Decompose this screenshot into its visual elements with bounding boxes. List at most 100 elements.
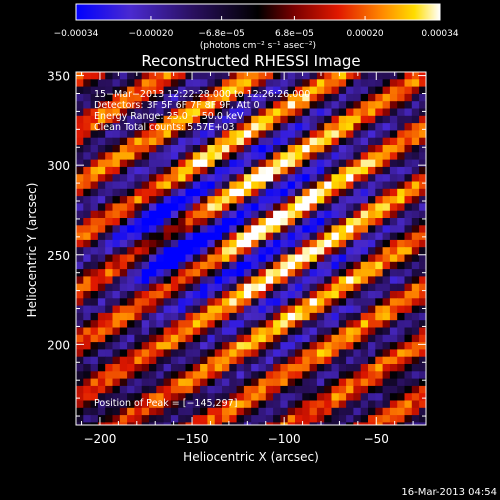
image-pixel xyxy=(149,210,157,219)
image-pixel xyxy=(207,276,216,285)
image-pixel xyxy=(185,269,194,277)
image-pixel xyxy=(127,327,135,336)
image-pixel xyxy=(419,349,426,358)
image-pixel xyxy=(273,108,281,117)
image-pixel xyxy=(309,239,318,248)
image-pixel xyxy=(251,79,260,88)
image-pixel xyxy=(346,349,354,358)
image-pixel xyxy=(229,400,238,409)
image-pixel xyxy=(265,276,274,285)
image-pixel xyxy=(97,225,106,234)
image-pixel xyxy=(382,320,391,329)
image-pixel xyxy=(134,239,143,248)
image-pixel xyxy=(309,422,318,425)
image-pixel xyxy=(170,283,179,292)
image-pixel xyxy=(76,174,84,183)
image-pixel xyxy=(178,137,187,146)
image-pixel xyxy=(324,254,333,263)
image-pixel xyxy=(265,261,274,270)
image-pixel xyxy=(389,159,398,168)
image-pixel xyxy=(229,123,238,131)
image-pixel xyxy=(389,283,398,292)
image-pixel xyxy=(127,101,135,110)
image-pixel xyxy=(163,79,172,88)
image-pixel xyxy=(368,123,376,131)
image-pixel xyxy=(127,378,135,387)
image-pixel xyxy=(185,101,194,110)
image-pixel xyxy=(419,210,426,219)
image-pixel xyxy=(170,385,179,394)
image-pixel xyxy=(83,145,92,153)
image-pixel xyxy=(229,254,238,263)
image-pixel xyxy=(353,407,362,416)
image-pixel xyxy=(295,218,303,226)
image-pixel xyxy=(149,291,157,299)
image-pixel xyxy=(368,320,376,329)
image-pixel xyxy=(389,101,398,110)
image-pixel xyxy=(324,327,333,336)
image-pixel xyxy=(287,254,296,263)
image-pixel xyxy=(76,261,84,270)
image-pixel xyxy=(375,276,384,285)
image-pixel xyxy=(397,203,406,212)
image-pixel xyxy=(134,378,143,387)
image-pixel xyxy=(222,261,230,270)
image-pixel xyxy=(97,305,106,314)
image-pixel xyxy=(83,232,92,241)
image-pixel xyxy=(389,356,398,365)
image-pixel xyxy=(265,210,274,219)
image-pixel xyxy=(185,145,194,153)
image-pixel xyxy=(76,196,84,204)
image-pixel xyxy=(141,196,150,204)
image-pixel xyxy=(222,210,230,219)
image-pixel xyxy=(295,108,303,117)
image-pixel xyxy=(324,261,333,270)
image-pixel xyxy=(258,312,267,321)
y-tick-label: 250 xyxy=(47,249,70,263)
image-pixel xyxy=(192,72,201,80)
image-pixel xyxy=(280,400,289,409)
image-pixel xyxy=(141,400,150,409)
image-pixel xyxy=(331,342,340,350)
image-pixel xyxy=(185,93,194,102)
image-pixel xyxy=(178,291,187,299)
image-pixel xyxy=(389,210,398,219)
image-pixel xyxy=(105,152,114,161)
image-pixel xyxy=(76,203,84,212)
image-pixel xyxy=(185,108,194,117)
image-pixel xyxy=(192,298,201,307)
image-pixel xyxy=(382,225,391,234)
image-pixel xyxy=(411,145,420,153)
image-pixel xyxy=(273,371,281,380)
image-pixel xyxy=(404,283,413,292)
image-pixel xyxy=(360,130,369,139)
image-pixel xyxy=(331,247,340,256)
image-pixel xyxy=(214,86,223,95)
image-pixel xyxy=(316,232,325,241)
image-pixel xyxy=(156,291,165,299)
image-pixel xyxy=(119,174,128,183)
image-pixel xyxy=(404,400,413,409)
image-pixel xyxy=(375,115,384,124)
image-pixel xyxy=(280,334,289,343)
image-pixel xyxy=(368,210,376,219)
image-pixel xyxy=(338,108,347,117)
image-pixel xyxy=(389,166,398,175)
image-pixel xyxy=(222,305,230,314)
image-pixel xyxy=(112,188,121,197)
image-pixel xyxy=(200,181,208,190)
image-pixel xyxy=(229,349,238,358)
image-pixel xyxy=(411,101,420,110)
image-pixel xyxy=(119,247,128,256)
image-pixel xyxy=(302,327,311,336)
image-pixel xyxy=(397,298,406,307)
image-pixel xyxy=(280,320,289,329)
image-pixel xyxy=(156,188,165,197)
image-pixel xyxy=(382,400,391,409)
image-pixel xyxy=(141,101,150,110)
image-pixel xyxy=(389,225,398,234)
image-pixel xyxy=(200,276,208,285)
image-pixel xyxy=(207,145,216,153)
image-pixel xyxy=(411,130,420,139)
image-pixel xyxy=(112,261,121,270)
